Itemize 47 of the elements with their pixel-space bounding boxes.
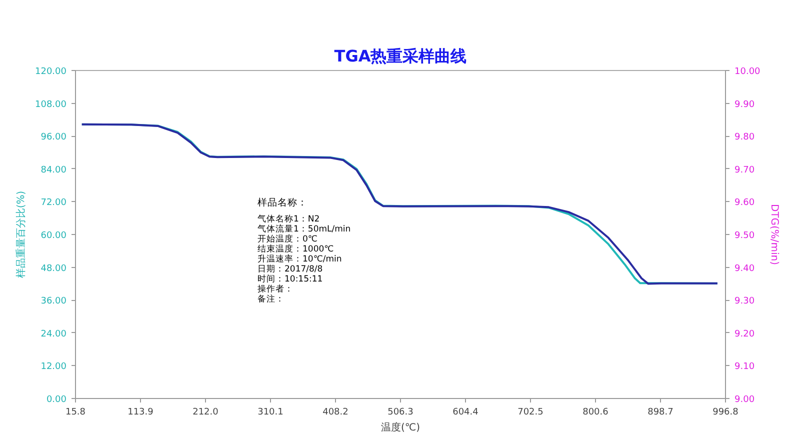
- x-tick-label: 113.9: [128, 408, 154, 418]
- annotation: 备注：: [258, 294, 284, 304]
- x-tick-label: 212.0: [192, 408, 219, 418]
- y2-axis-title: DTG(%/min): [768, 204, 780, 266]
- annotation: 时间：10:15:11: [258, 274, 323, 284]
- y-tick-label: 96.00: [40, 132, 67, 143]
- x-axis-title: 温度(℃): [380, 422, 420, 434]
- y-tick-label: 36.00: [40, 296, 67, 307]
- x-tick-label: 310.1: [258, 408, 284, 418]
- annotation: 日期：2017/8/8: [258, 264, 323, 274]
- annotation: 气体名称1：N2: [258, 214, 320, 224]
- y-tick-label: 24.00: [40, 329, 67, 340]
- y2-tick-label: 9.60: [734, 198, 755, 208]
- y2-tick-label: 9.90: [734, 100, 755, 110]
- annotation: 结束温度：1000℃: [258, 244, 334, 254]
- y2-tick-label: 9.80: [734, 132, 755, 143]
- y2-tick-label: 9.40: [734, 264, 755, 274]
- y-tick-label: 120.00: [35, 67, 67, 77]
- y2-tick-label: 9.30: [734, 296, 755, 307]
- y-tick-label: 0.00: [46, 395, 67, 405]
- y-axis-title: 样品重量百分比(%): [15, 190, 28, 278]
- annotation: 操作者：: [258, 284, 294, 294]
- x-tick-label: 702.5: [518, 408, 544, 418]
- x-tick-label: 800.6: [582, 408, 609, 418]
- annotation: 升温速率：10℃/min: [258, 254, 342, 264]
- y-tick-label: 12.00: [40, 362, 67, 372]
- annotation: 开始温度：0℃: [258, 234, 318, 244]
- y2-tick-label: 9.70: [734, 165, 755, 176]
- y2-tick-label: 9.50: [734, 231, 755, 241]
- y2-tick-label: 9.20: [734, 329, 755, 340]
- y2-tick-label: 10.00: [734, 67, 761, 77]
- y2-tick-label: 9.00: [734, 395, 755, 405]
- y-tick-label: 48.00: [40, 264, 67, 274]
- chart-title: TGA热重采样曲线: [334, 46, 467, 66]
- x-tick-label: 408.2: [322, 408, 348, 418]
- x-tick-label: 506.3: [388, 408, 414, 418]
- annotation: 气体流量1：50mL/min: [258, 224, 351, 234]
- y-tick-label: 60.00: [40, 231, 67, 241]
- y-tick-label: 72.00: [40, 198, 67, 208]
- x-tick-label: 604.4: [452, 408, 479, 418]
- x-tick-label: 898.7: [648, 408, 674, 418]
- annotation: 样品名称：: [258, 196, 308, 208]
- y-tick-label: 84.00: [40, 165, 67, 176]
- x-tick-label: 996.8: [712, 408, 739, 418]
- y-tick-label: 108.00: [35, 100, 67, 110]
- y2-tick-label: 9.10: [734, 362, 755, 372]
- x-tick-label: 15.8: [65, 408, 86, 418]
